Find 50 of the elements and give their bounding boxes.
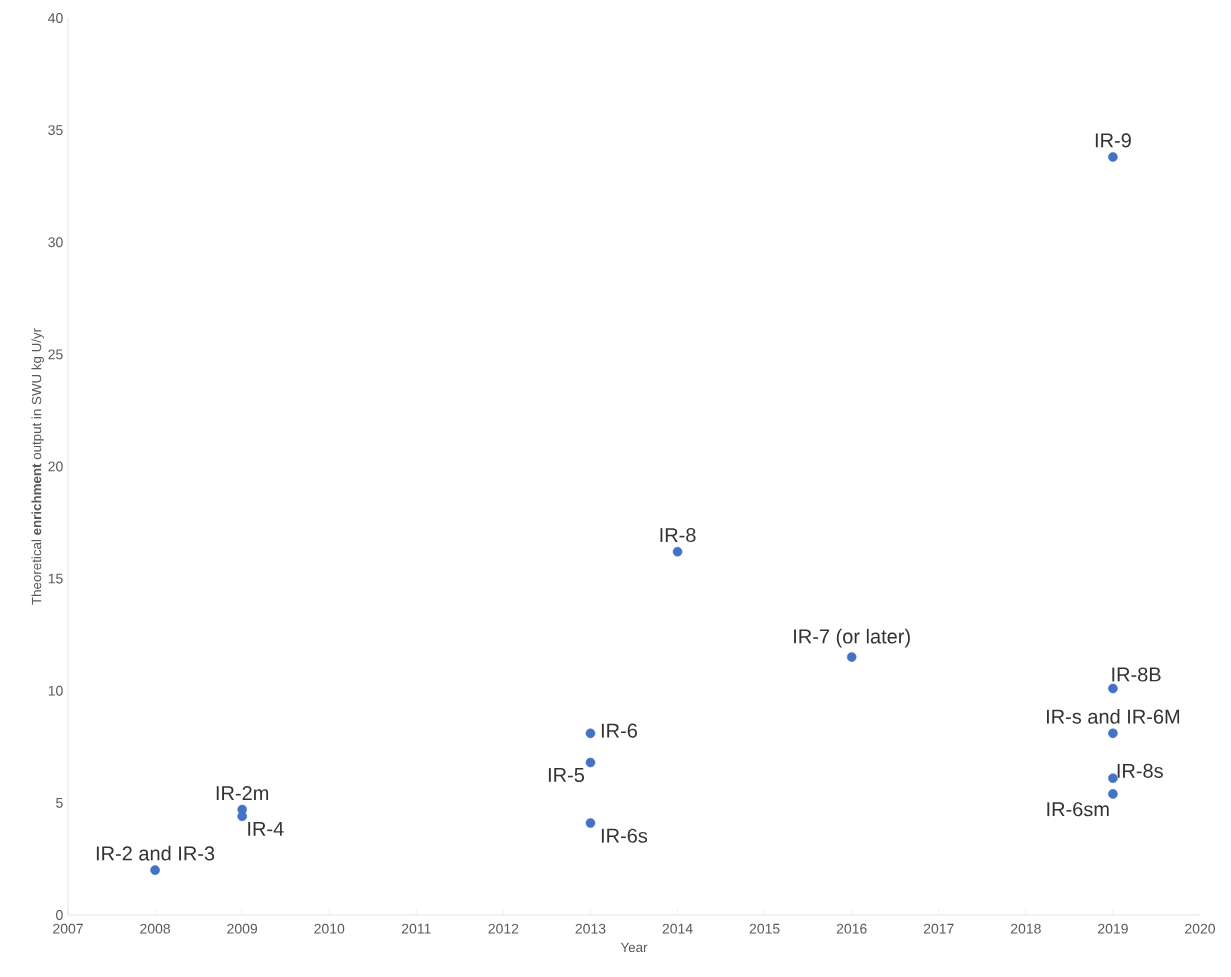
x-tick-label: 2011 xyxy=(401,923,431,934)
y-tick-label: 40 xyxy=(48,13,63,23)
x-tick-label: 2018 xyxy=(1010,923,1041,934)
y-tick-label: 20 xyxy=(48,461,63,472)
x-tick-label: 2009 xyxy=(227,923,258,934)
x-tick-label: 2012 xyxy=(488,923,519,934)
point xyxy=(1108,789,1118,799)
point xyxy=(846,652,857,662)
x-tick-label: 2013 xyxy=(575,923,606,934)
annotation: IR-6sm xyxy=(1047,802,1109,817)
point xyxy=(585,728,596,739)
x-tick-label: 2014 xyxy=(662,923,693,934)
x-tick-label: 2010 xyxy=(314,923,345,934)
annotation: IR-8 xyxy=(660,527,696,543)
annotation: IR-9 xyxy=(1095,133,1131,148)
y-tick-label: 35 xyxy=(48,125,63,136)
annotation: IR-2m xyxy=(216,786,269,800)
point xyxy=(585,818,596,828)
x-axis-title: Year xyxy=(620,942,648,953)
y-tick-label: 5 xyxy=(56,797,63,808)
y-tick-label: 15 xyxy=(48,573,63,584)
point xyxy=(1108,152,1118,162)
point xyxy=(150,865,160,875)
x-tick-label: 2017 xyxy=(923,923,954,934)
annotation: IR-5 xyxy=(548,768,585,783)
x-tick-label: 2016 xyxy=(836,923,867,934)
point xyxy=(237,811,247,822)
y-axis-title: Theoretical enrichment output in SWU kg U/yr xyxy=(31,328,44,605)
x-tick-label: 2020 xyxy=(1185,923,1216,934)
point xyxy=(1108,773,1118,783)
x-tick-label: 2019 xyxy=(1098,923,1128,934)
annotation: IR-7 (or later) xyxy=(794,628,910,648)
annotation: IR-2 and IR-3 xyxy=(96,845,215,861)
point xyxy=(672,546,683,557)
point xyxy=(585,757,596,768)
x-tick-label: 2015 xyxy=(749,923,780,934)
annotation: IR-s and IR-6M xyxy=(1046,709,1180,724)
annotation: IR-8s xyxy=(1117,763,1163,778)
x-tick-label: 2008 xyxy=(140,923,171,934)
y-tick-label: 25 xyxy=(48,349,63,360)
x-tick-label: 2007 xyxy=(53,923,83,934)
point xyxy=(1108,683,1118,694)
annotation: IR-4 xyxy=(248,821,284,836)
y-tick-label: 30 xyxy=(48,237,63,248)
point xyxy=(1108,728,1118,739)
annotation: IR-6 xyxy=(601,723,637,738)
annotation: IR-6s xyxy=(601,828,648,843)
y-tick-label: 10 xyxy=(48,685,63,696)
y-tick-label: 0 xyxy=(56,910,63,920)
annotation: IR-8B xyxy=(1112,667,1161,682)
